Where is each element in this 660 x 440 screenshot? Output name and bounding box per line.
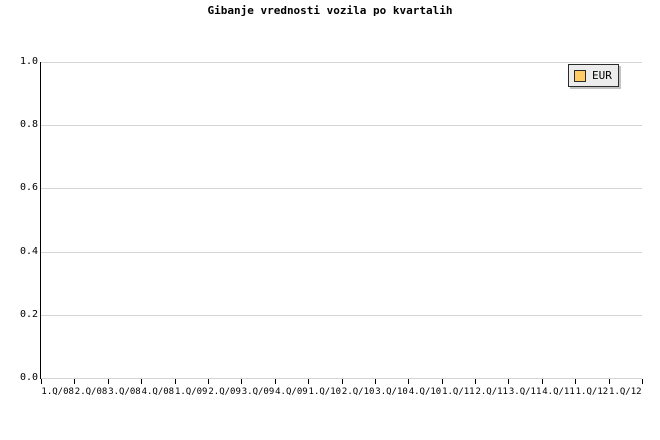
- x-tick: [108, 379, 109, 384]
- y-axis-tick-label: 0.2: [19, 308, 38, 320]
- x-tick: [308, 379, 309, 384]
- x-axis-tick-label: 1.Q/12: [609, 387, 642, 397]
- legend-label-eur: EUR: [592, 68, 612, 82]
- y-axis-tick-label: 0.4: [19, 245, 38, 257]
- x-tick: [141, 379, 142, 384]
- plot-area: [41, 62, 642, 379]
- x-axis-tick-label: 3.Q/08: [108, 387, 141, 397]
- x-tick: [609, 379, 610, 384]
- x-axis-tick-label: 1.Q/09: [174, 387, 208, 397]
- x-axis-tick-label: 4.Q/08: [141, 387, 175, 397]
- x-axis-tick-label: 4.Q/09: [275, 387, 308, 397]
- x-tick: [275, 379, 276, 384]
- gridline: [41, 125, 642, 127]
- x-axis-tick-label: 2.Q/11: [475, 387, 508, 397]
- x-axis-tick-label: 1.Q/08: [41, 387, 74, 397]
- x-tick: [642, 379, 643, 384]
- chart-title: Gibanje vrednosti vozila po kvartalih: [207, 4, 453, 17]
- y-axis-tick-label: 0.8: [19, 119, 38, 131]
- gridline: [41, 378, 642, 379]
- x-axis-tick-label: 1.Q/11: [442, 387, 475, 397]
- x-axis-tick-label: 3.Q/10: [375, 387, 408, 397]
- legend-swatch-eur: [574, 69, 586, 82]
- legend[interactable]: EUR: [568, 64, 619, 87]
- x-tick: [575, 379, 576, 384]
- x-axis-tick-label: 2.Q/10: [341, 387, 375, 397]
- y-axis-tick-label: 0.6: [19, 182, 38, 194]
- x-tick: [342, 379, 343, 384]
- x-axis-tick-label: 2.Q/09: [208, 387, 241, 397]
- x-tick: [475, 379, 476, 384]
- x-tick: [408, 379, 409, 384]
- x-tick: [175, 379, 176, 384]
- gridline: [41, 188, 642, 190]
- x-tick: [241, 379, 242, 384]
- y-axis-line: [40, 62, 41, 379]
- x-tick: [74, 379, 75, 384]
- gridline: [41, 314, 642, 316]
- x-axis-tick-label: 3.Q/11: [508, 387, 542, 397]
- y-axis-labels: 0.0 0.2 0.4 0.6 0.8 1.0: [0, 0, 38, 440]
- gridline: [41, 62, 642, 63]
- x-axis-tick-label: 1.Q/12: [575, 387, 609, 397]
- x-axis-tick-label: 4.Q/10: [408, 387, 442, 397]
- x-tick: [442, 379, 443, 384]
- x-tick: [208, 379, 209, 384]
- gridline: [41, 251, 642, 253]
- y-axis-tick-label: 1.0: [19, 56, 38, 67]
- x-tick: [375, 379, 376, 384]
- x-axis-tick-label: 4.Q/11: [542, 387, 575, 397]
- gridlines: [41, 62, 642, 379]
- x-axis-tick-label: 3.Q/09: [241, 387, 275, 397]
- x-tick: [542, 379, 543, 384]
- x-tick: [41, 379, 42, 384]
- x-tick: [508, 379, 509, 384]
- y-axis-tick-label: 0.0: [19, 372, 38, 383]
- x-axis-tick-label: 1.Q/10: [308, 387, 342, 397]
- x-axis-tick-label: 2.Q/08: [74, 387, 108, 397]
